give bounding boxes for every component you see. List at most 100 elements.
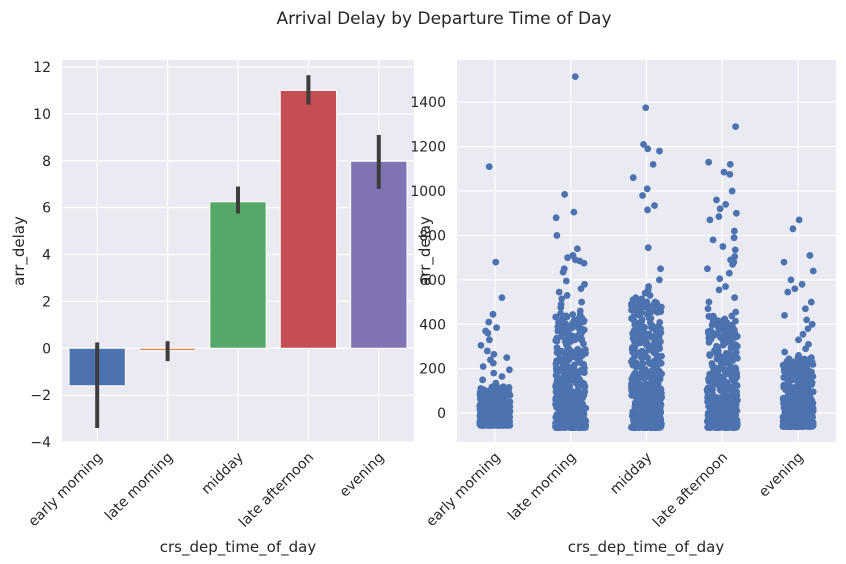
data-point — [635, 301, 643, 309]
data-point — [564, 254, 571, 262]
data-point — [561, 326, 568, 333]
data-point — [802, 305, 809, 313]
data-point — [630, 416, 637, 424]
data-point — [806, 394, 814, 402]
x-tick-label: midday — [607, 450, 655, 498]
data-point — [485, 318, 493, 326]
data-point — [552, 214, 560, 222]
data-point — [580, 367, 588, 375]
y-tick-label: 12 — [33, 60, 51, 76]
data-point — [644, 145, 652, 153]
data-point — [562, 277, 570, 285]
data-point — [731, 294, 738, 302]
x-tick-label: late afternoon — [236, 450, 317, 531]
y-tick-label: 800 — [419, 228, 446, 244]
data-point — [477, 341, 485, 349]
data-point — [730, 390, 737, 398]
data-point — [717, 399, 724, 407]
data-point — [655, 354, 663, 362]
y-tick-label: 2 — [42, 294, 51, 310]
data-point — [569, 311, 577, 318]
data-point — [646, 292, 654, 299]
data-point — [574, 345, 582, 353]
data-point — [558, 295, 566, 303]
data-point — [492, 379, 500, 387]
data-point — [716, 423, 724, 431]
data-point — [656, 367, 663, 375]
data-point — [654, 398, 661, 406]
data-point — [718, 360, 725, 368]
data-point — [484, 329, 492, 337]
data-point — [568, 353, 576, 361]
data-point — [799, 371, 807, 379]
data-point — [498, 373, 506, 380]
data-point — [629, 374, 637, 382]
data-point — [637, 348, 645, 356]
data-point — [782, 418, 789, 426]
data-point — [733, 354, 741, 362]
data-point — [558, 315, 566, 322]
data-point — [493, 324, 500, 332]
data-point — [726, 170, 734, 178]
data-point — [715, 213, 723, 220]
data-point — [649, 160, 657, 168]
data-point — [643, 367, 651, 375]
bar-midday — [209, 201, 267, 349]
y-tick-label: 4 — [42, 248, 51, 264]
x-tick-label: early morning — [423, 450, 503, 530]
data-point — [639, 192, 646, 199]
data-point — [629, 174, 637, 182]
data-point — [496, 412, 504, 420]
data-point — [500, 386, 508, 393]
data-point — [719, 317, 727, 325]
x-tick-label: late morning — [505, 450, 579, 524]
data-point — [578, 335, 585, 343]
x-tick-label: late morning — [102, 450, 176, 524]
data-point — [489, 310, 497, 318]
data-point — [577, 285, 585, 293]
data-point — [789, 225, 797, 233]
data-point — [732, 341, 739, 349]
x-tick-label: midday — [199, 450, 247, 498]
data-point — [706, 388, 714, 395]
data-point — [784, 288, 792, 296]
data-point — [552, 366, 560, 373]
data-point — [801, 359, 809, 367]
x-tick-label: evening — [756, 450, 807, 501]
data-point — [650, 300, 658, 308]
data-point — [564, 420, 572, 428]
data-point — [732, 308, 740, 316]
data-point — [556, 355, 564, 363]
data-point — [799, 330, 807, 338]
data-point — [580, 259, 588, 267]
data-point — [709, 236, 717, 244]
data-point — [560, 416, 567, 424]
data-point — [647, 382, 655, 390]
data-point — [574, 398, 582, 406]
data-point — [732, 366, 740, 373]
data-point — [635, 386, 643, 394]
data-point — [578, 414, 586, 421]
data-point — [492, 258, 500, 266]
data-point — [573, 388, 581, 396]
data-point — [628, 358, 635, 366]
data-point — [791, 390, 798, 397]
data-point — [632, 369, 639, 377]
data-point — [780, 258, 788, 266]
data-point — [631, 343, 639, 350]
data-point — [656, 306, 664, 314]
data-point — [490, 369, 498, 377]
data-point — [576, 328, 584, 335]
data-point — [644, 206, 651, 214]
data-point — [477, 399, 485, 406]
data-point — [552, 394, 560, 402]
data-point — [732, 347, 740, 355]
data-point — [781, 348, 789, 356]
data-point — [732, 209, 740, 217]
data-point — [709, 379, 717, 387]
data-point — [557, 388, 565, 396]
data-point — [562, 399, 569, 406]
data-point — [569, 403, 577, 411]
data-point — [506, 366, 513, 374]
